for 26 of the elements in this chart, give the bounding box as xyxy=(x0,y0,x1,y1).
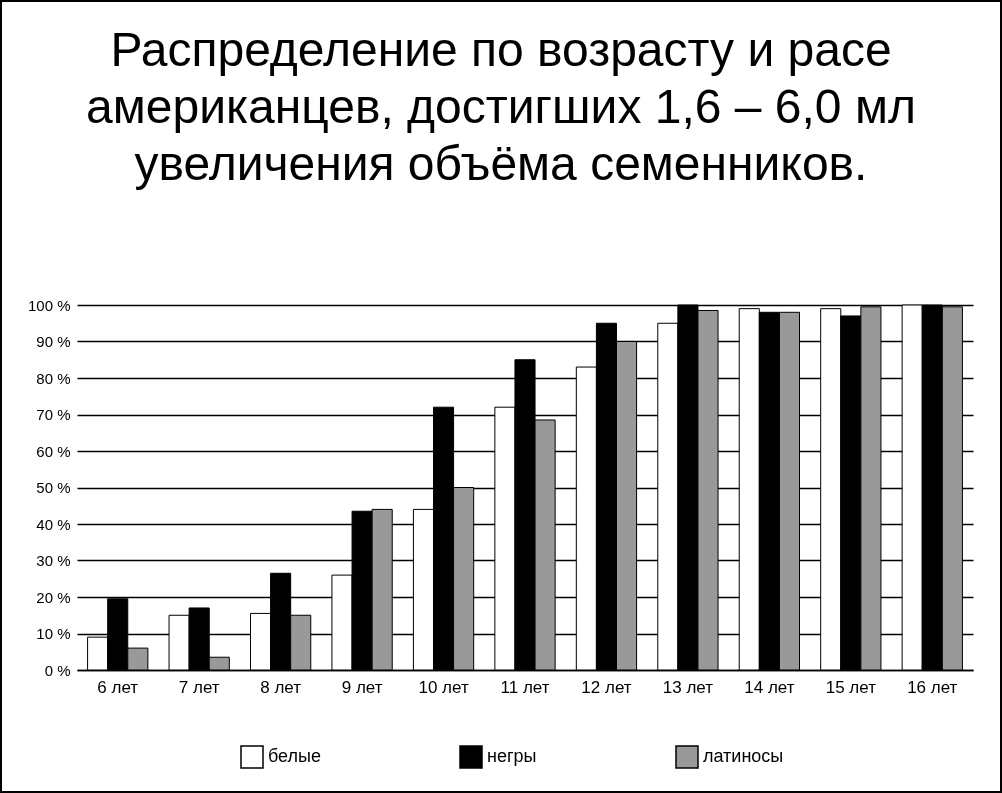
legend-label: латиносы xyxy=(703,746,784,766)
x-tick-label: 11 лет xyxy=(500,677,550,697)
y-tick-label: 10 % xyxy=(36,625,71,642)
x-tick-label: 10 лет xyxy=(418,677,469,697)
x-tick-label: 16 лет xyxy=(907,677,958,697)
y-tick-label: 60 % xyxy=(36,442,71,460)
legend-label: негры xyxy=(487,746,537,766)
x-tick-label: 7 лет xyxy=(178,677,220,697)
chart-title: Распределение по возрасту и расе американцев, достигших 1,6 – 6,0 мл увеличения объёма семенников. xyxy=(86,23,916,190)
x-tick-label: 13 лет xyxy=(662,677,714,697)
x-tick-label: 15 лет xyxy=(825,677,877,697)
y-tick-label: 90 % xyxy=(36,333,71,350)
legend-label: белые xyxy=(268,746,321,766)
y-tick-label: 40 % xyxy=(36,515,71,533)
x-tick-label: 9 лет xyxy=(341,677,383,697)
x-tick-label: 6 лет xyxy=(97,677,139,697)
y-tick-label: 50 % xyxy=(36,479,71,496)
y-tick-label: 80 % xyxy=(36,369,71,387)
y-tick-label: 70 % xyxy=(36,406,71,423)
x-tick-label: 12 лет xyxy=(581,677,632,697)
y-tick-label: 20 % xyxy=(36,588,71,606)
x-tick-label: 14 лет xyxy=(744,677,795,697)
y-tick-label: 0 % xyxy=(44,661,71,679)
y-tick-label: 30 % xyxy=(36,552,71,569)
x-tick-label: 8 лет xyxy=(260,677,302,697)
y-tick-label: 100 % xyxy=(27,296,71,314)
